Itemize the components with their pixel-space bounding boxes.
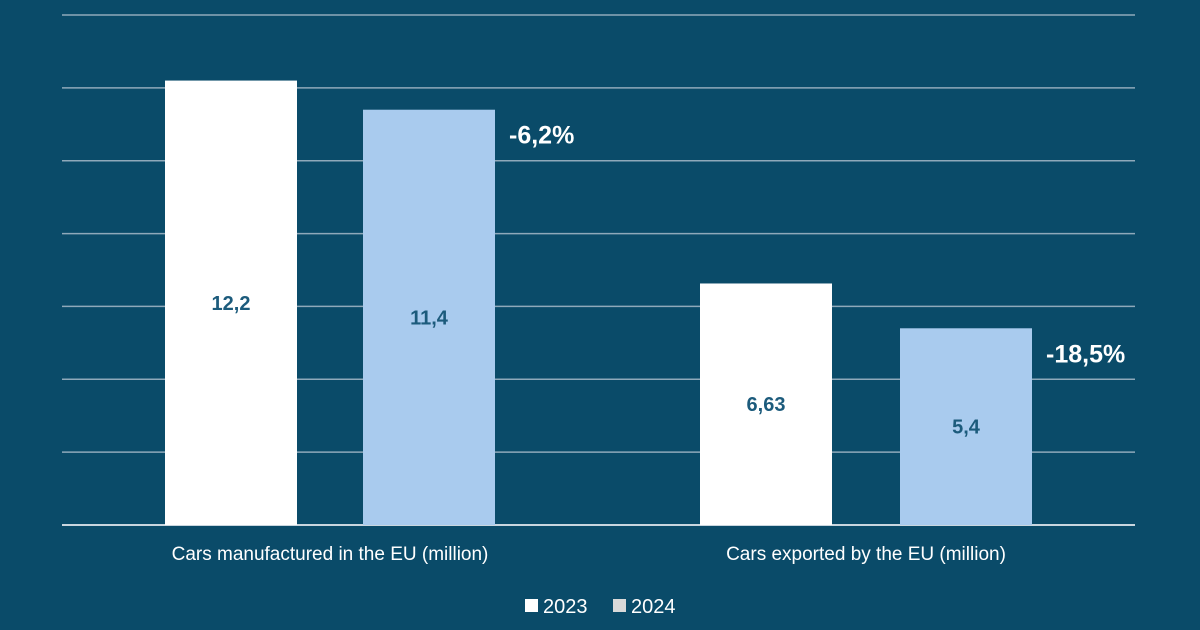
bar-2023 [165,80,297,526]
change-annotation: -18,5% [1046,340,1125,368]
change-annotation: -6,2% [509,122,574,150]
legend-label: 2023 [543,596,588,618]
legend-swatch [613,599,626,612]
bar-2024 [900,328,1032,525]
value-label: 6,63 [747,394,786,416]
legend-swatch [525,599,538,612]
bar-2024 [363,109,495,525]
category-label: Cars exported by the EU (million) [726,544,1006,565]
value-label: 11,4 [410,307,449,329]
legend-label: 2024 [631,596,676,618]
category-label: Cars manufactured in the EU (million) [172,544,489,565]
value-label: 5,4 [952,417,981,439]
value-label: 12,2 [212,293,251,315]
bar-2023 [700,283,832,525]
